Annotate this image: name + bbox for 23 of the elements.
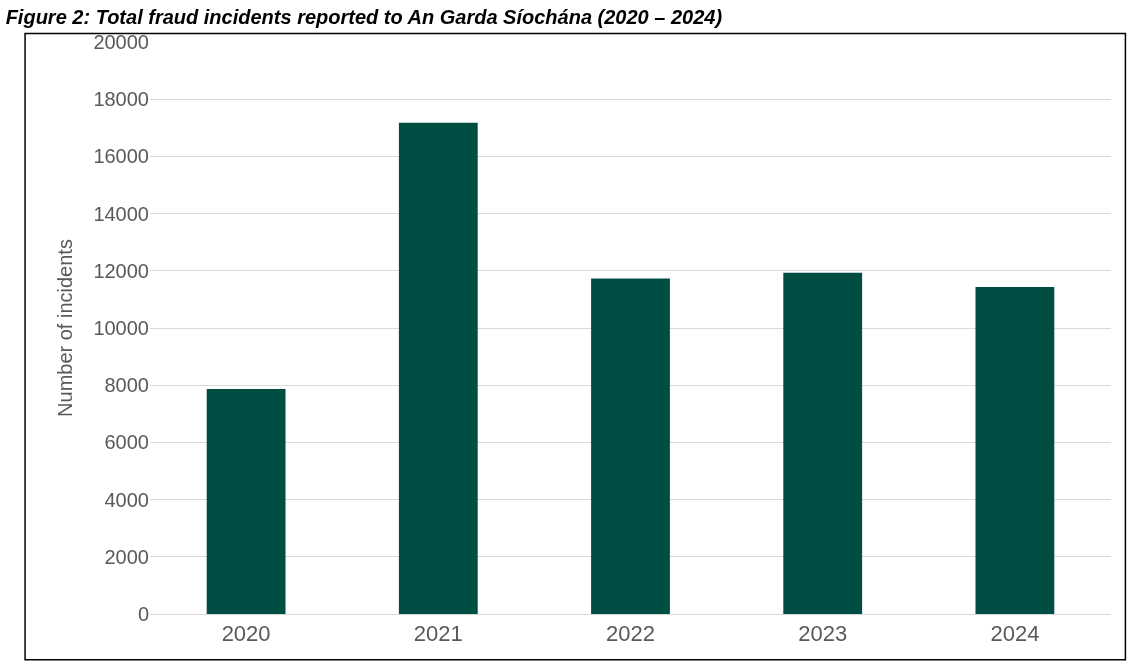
chart-title: Figure 2: Total fraud incidents reported to An Garda Síochána (2020 – 2024)	[5, 5, 723, 28]
y-tick-label: 8000	[104, 374, 149, 397]
y-tick-label: 0	[137, 603, 149, 625]
y-tick-label: 18000	[93, 88, 149, 111]
y-axis-title: Number of incidents	[53, 239, 76, 417]
x-tick-label: 2021	[413, 621, 463, 647]
y-tick-label: 6000	[104, 431, 149, 454]
x-tick-label: 2023	[798, 621, 848, 647]
x-tick-label: 2024	[990, 621, 1040, 647]
x-tick-label: 2020	[221, 621, 271, 647]
y-tick-label: 10000	[93, 317, 149, 339]
x-tick-label: 2022	[606, 621, 655, 647]
bar	[591, 278, 670, 614]
y-tick-label: 12000	[93, 259, 149, 282]
y-tick-label: 2000	[104, 545, 149, 568]
y-tick-label: 16000	[93, 145, 149, 168]
bar	[206, 388, 286, 614]
y-tick-label: 4000	[104, 488, 149, 511]
y-tick-label: 14000	[93, 202, 149, 225]
bar	[398, 122, 478, 614]
y-tick-label: 20000	[93, 31, 149, 53]
bar	[783, 272, 863, 614]
bar	[975, 287, 1055, 614]
